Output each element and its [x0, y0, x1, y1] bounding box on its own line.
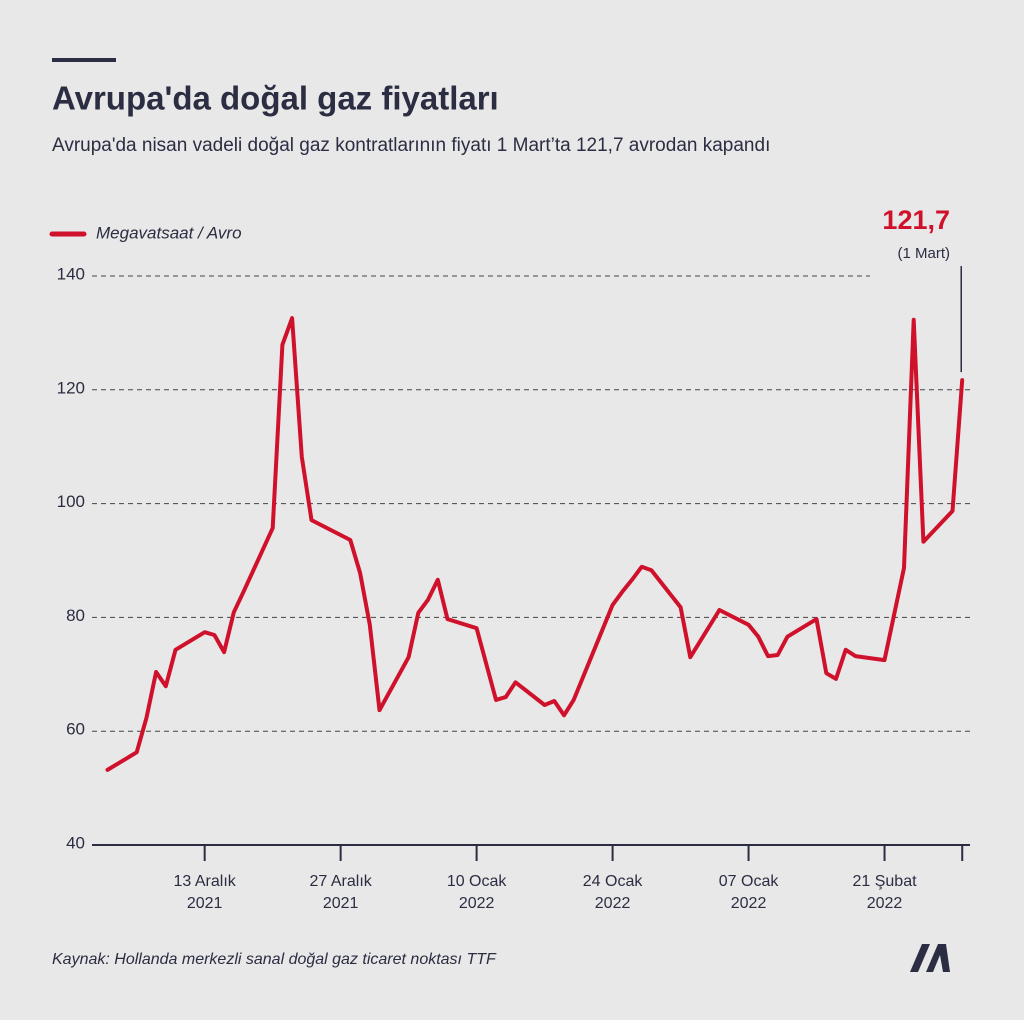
annotation-date: (1 Mart) — [898, 245, 951, 262]
title-bar — [52, 58, 116, 62]
x-tick-label: 27 Aralık — [310, 873, 373, 890]
x-tick-label: 2022 — [731, 895, 767, 912]
data-line — [105, 316, 965, 772]
x-tick-label: 2022 — [459, 895, 495, 912]
x-tick-label: 2021 — [323, 895, 359, 912]
y-tick-label: 140 — [57, 264, 85, 283]
x-tick-label: 21 Şubat — [852, 873, 917, 890]
x-tick-label: 2022 — [595, 895, 631, 912]
y-tick-label: 40 — [66, 833, 85, 852]
y-tick-label: 120 — [57, 378, 85, 397]
chart-subtitle: Avrupa'da nisan vadeli doğal gaz kontrat… — [52, 135, 770, 156]
chart-title: Avrupa'da doğal gaz fiyatları — [52, 80, 499, 117]
y-tick-label: 100 — [57, 492, 85, 511]
logo — [910, 944, 950, 972]
legend-label: Megavatsaat / Avro — [96, 223, 242, 242]
x-tick-label: 2021 — [187, 895, 223, 912]
x-tick-label: 07 Ocak — [719, 873, 780, 890]
y-tick-label: 80 — [66, 606, 85, 625]
source: Kaynak: Hollanda merkezli sanal doğal ga… — [52, 951, 497, 968]
x-tick-label: 10 Ocak — [447, 873, 508, 890]
y-tick-label: 60 — [66, 720, 85, 739]
annotation-value: 121,7 — [882, 205, 950, 235]
x-tick-label: 2022 — [867, 895, 903, 912]
x-tick-label: 24 Ocak — [583, 873, 644, 890]
x-tick-label: 13 Aralık — [174, 873, 237, 890]
